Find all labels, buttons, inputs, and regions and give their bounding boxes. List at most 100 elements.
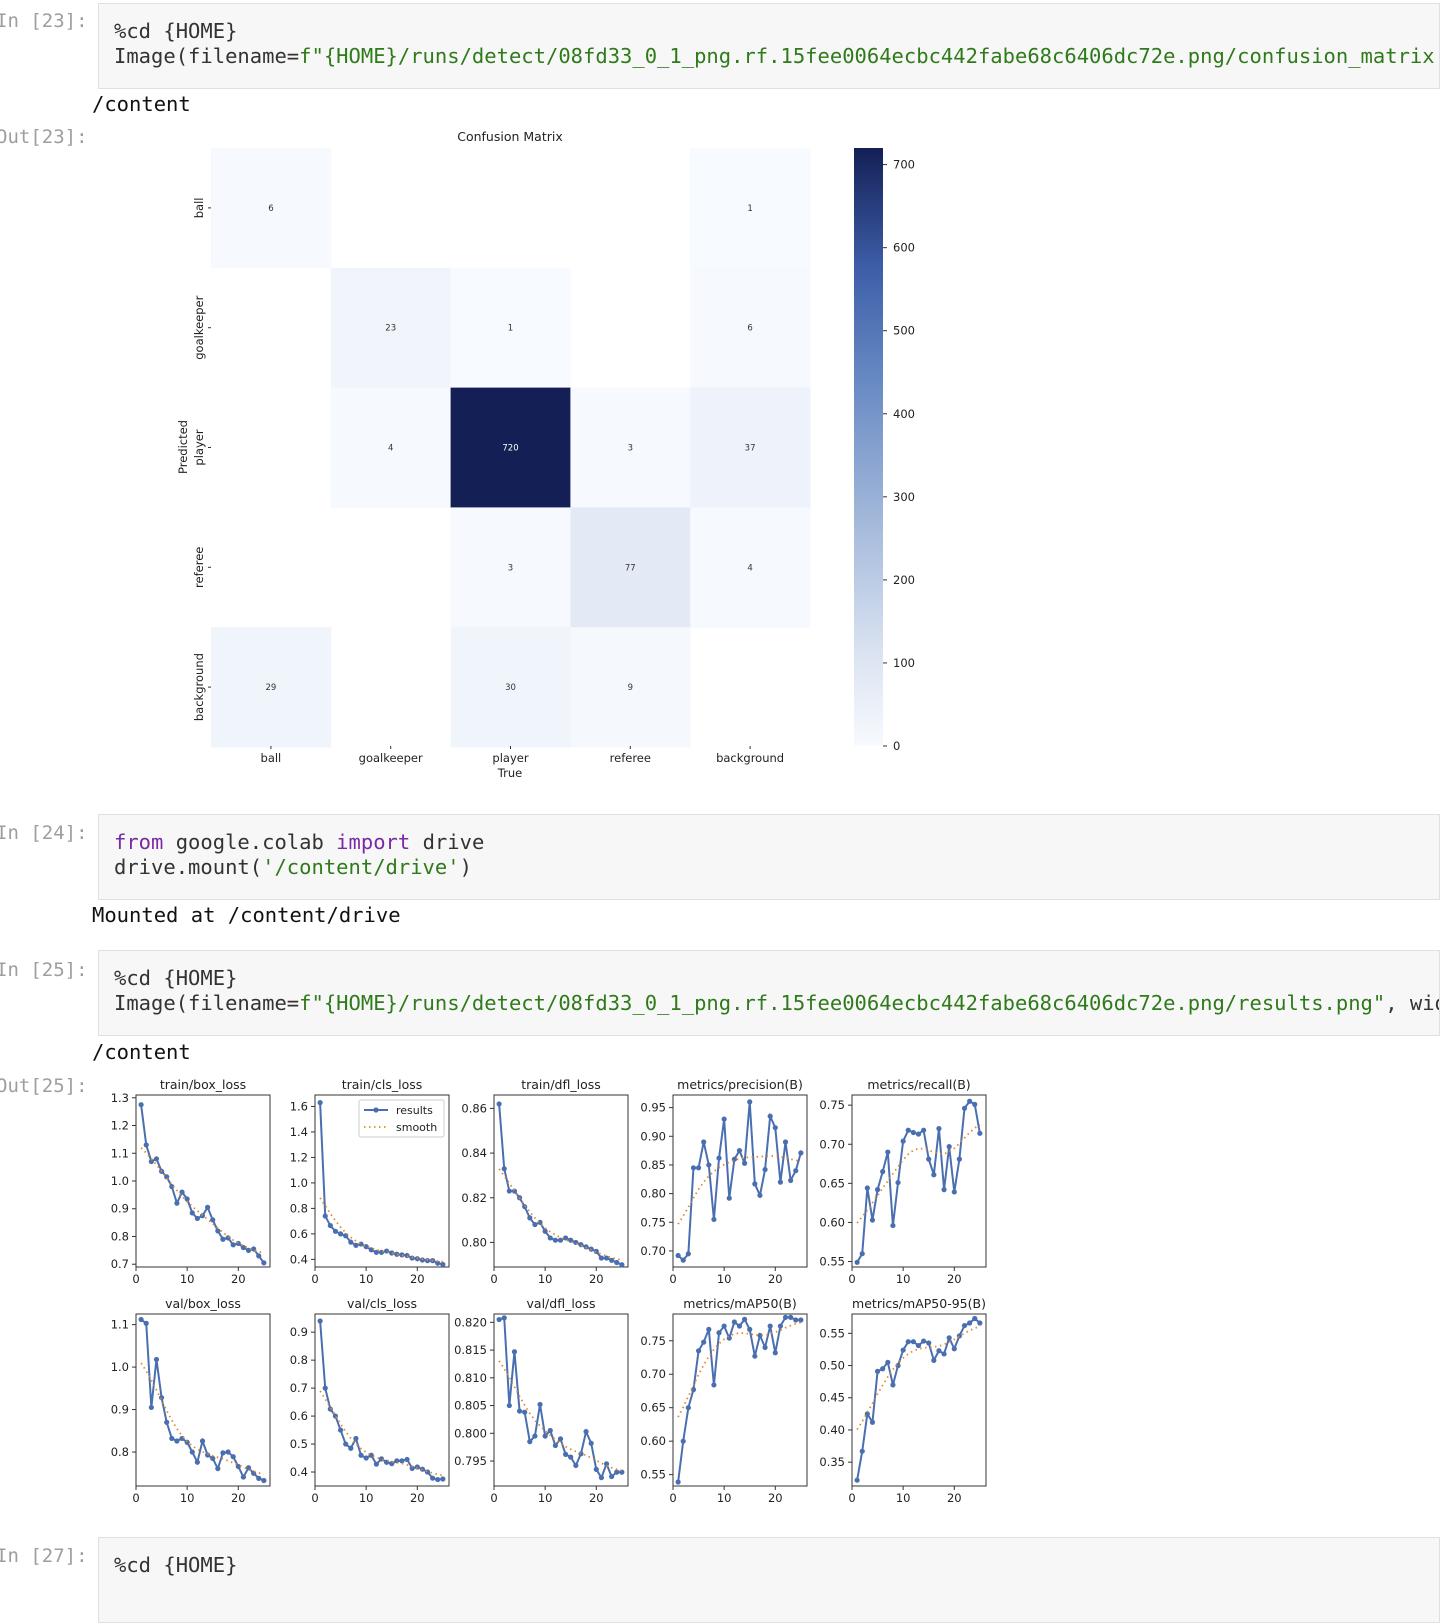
x-tick-label: 20 — [589, 1491, 604, 1505]
data-point — [864, 1411, 870, 1417]
data-point — [967, 1320, 973, 1326]
data-point — [547, 1235, 553, 1241]
data-point — [169, 1435, 175, 1442]
x-tick-label: 10 — [180, 1491, 195, 1505]
data-point — [742, 1160, 748, 1166]
data-point — [690, 1165, 697, 1171]
y-tick-label: 0.6 — [290, 1409, 308, 1423]
heatmap-cell — [330, 387, 452, 508]
data-point — [900, 1347, 906, 1353]
data-point — [767, 1323, 773, 1329]
data-point — [184, 1439, 190, 1445]
data-point — [680, 1438, 686, 1444]
y-tick-label: 0.9 — [290, 1325, 308, 1339]
input-prompt: In [23]: — [0, 10, 88, 32]
code-cell[interactable]: from google.colab import drive drive.moun… — [98, 814, 1440, 900]
code-token: , width = — [1385, 991, 1439, 1015]
data-point — [261, 1260, 267, 1266]
y-tick-label: 1.1 — [111, 1146, 129, 1160]
plot-frame — [672, 1094, 808, 1268]
data-point — [890, 1222, 896, 1229]
cell-value: 1 — [508, 324, 513, 334]
data-point — [941, 1351, 947, 1357]
data-point — [788, 1314, 794, 1320]
x-tick-label: referee — [610, 751, 651, 765]
results-panel: metrics/mAP50(B) 0 10 20 0.55 0.60 0.65 0.70 0.7… — [640, 1296, 808, 1505]
code-cell[interactable]: %cd {HOME} Image(filename=f"{HOME}/runs/d… — [98, 3, 1440, 89]
data-point — [757, 1192, 763, 1198]
heatmap-cell — [450, 387, 571, 508]
data-point — [343, 1441, 349, 1447]
data-point — [731, 1319, 737, 1325]
plot-frame — [851, 1313, 987, 1487]
data-point — [936, 1348, 942, 1354]
data-point — [921, 1127, 927, 1133]
data-point — [348, 1239, 354, 1245]
cell-output: /content — [92, 1040, 191, 1064]
data-point — [138, 1102, 144, 1108]
results-panel: val/dfl_loss 0 10 20 0.795 0.800 0.805 0.810 0.8… — [454, 1296, 629, 1505]
data-point — [706, 1326, 712, 1332]
data-point — [915, 1342, 922, 1349]
colorbar — [854, 148, 883, 746]
smooth-line — [856, 1325, 981, 1430]
input-prompt: In [27]: — [0, 1545, 88, 1567]
x-tick-label: 10 — [896, 1272, 911, 1286]
data-point — [527, 1439, 533, 1445]
y-tick-label: 1.0 — [111, 1360, 129, 1374]
data-point — [373, 1249, 379, 1255]
data-point — [516, 1408, 523, 1414]
y-tick-label: 0.805 — [454, 1399, 487, 1413]
code-cell[interactable]: %cd {HOME} Image(filename=f"{HOME}/runs/d… — [98, 950, 1440, 1036]
y-tick-label: 0.75 — [640, 1334, 666, 1348]
data-point — [859, 1448, 865, 1454]
y-tick-label: referee — [192, 547, 206, 588]
colorbar-tick-label: 700 — [893, 158, 915, 172]
colorbar-tick-label: 300 — [893, 490, 915, 504]
data-point — [701, 1339, 707, 1345]
data-point — [946, 1335, 952, 1341]
data-point — [148, 1158, 154, 1165]
data-point — [440, 1261, 446, 1268]
data-point — [695, 1348, 702, 1354]
data-point — [762, 1344, 768, 1351]
y-tick-label: player — [192, 429, 206, 465]
data-point — [225, 1449, 231, 1455]
x-tick-label: background — [716, 751, 784, 765]
data-point — [675, 1252, 681, 1259]
data-point — [404, 1456, 410, 1463]
x-tick-label: 20 — [410, 1272, 425, 1286]
output-prompt: Out[25]: — [0, 1075, 88, 1097]
data-point — [235, 1463, 241, 1470]
y-tick-label: 0.8 — [290, 1353, 308, 1367]
panel-title: metrics/recall(B) — [867, 1077, 970, 1092]
heatmap-cell — [690, 267, 811, 389]
y-tick-label: 0.45 — [819, 1391, 845, 1405]
colorbar-tick-label: 200 — [893, 573, 915, 587]
y-tick-label: 0.70 — [819, 1137, 845, 1151]
data-point — [716, 1155, 722, 1161]
data-point — [153, 1356, 160, 1363]
cell-value: 720 — [502, 444, 518, 454]
y-tick-label: 0.6 — [290, 1227, 308, 1241]
y-tick-label: 1.3 — [111, 1091, 129, 1105]
code-token: %cd {HOME} — [114, 966, 238, 990]
data-point — [772, 1125, 778, 1131]
legend-entry: results — [396, 1104, 433, 1117]
cell-output: /content — [92, 92, 191, 116]
data-point — [348, 1445, 354, 1451]
data-point — [869, 1217, 876, 1223]
data-point — [614, 1469, 620, 1475]
data-point — [967, 1098, 973, 1104]
data-point — [782, 1314, 789, 1320]
x-tick-label: 10 — [180, 1272, 195, 1286]
data-point — [874, 1368, 881, 1374]
x-tick-label: 0 — [669, 1491, 676, 1505]
x-tick-label: 10 — [538, 1272, 553, 1286]
x-tick-label: 10 — [896, 1491, 911, 1505]
data-point — [225, 1235, 231, 1241]
data-point — [414, 1464, 420, 1470]
data-point — [716, 1330, 722, 1336]
data-point — [921, 1338, 927, 1344]
data-point — [736, 1148, 743, 1154]
